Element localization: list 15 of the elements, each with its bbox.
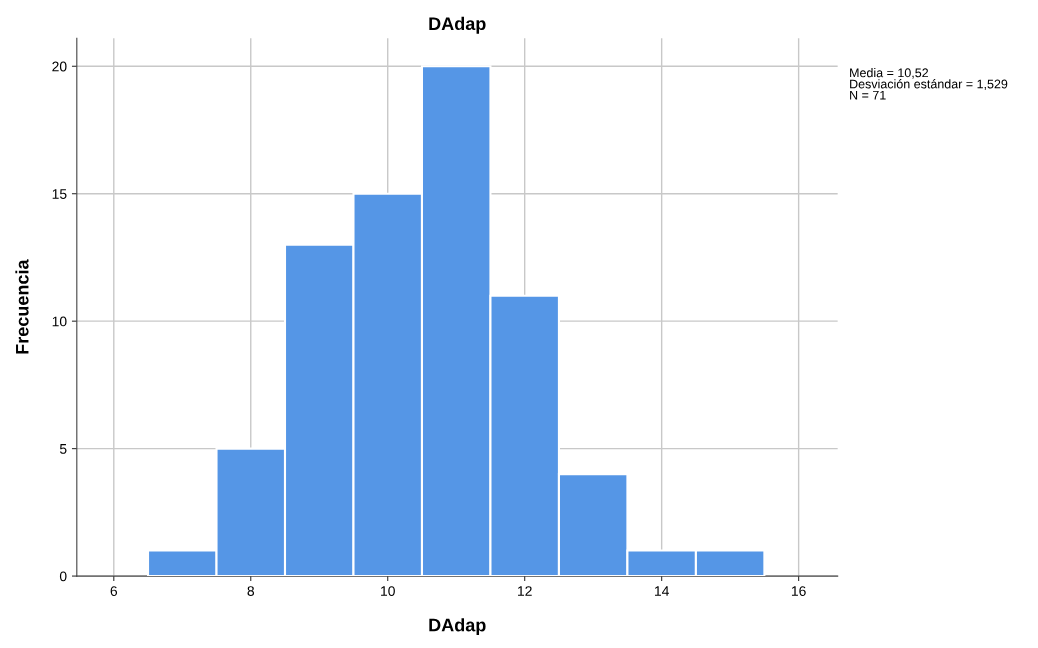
y-tick-label: 5: [59, 444, 67, 454]
y-tick-label: 10: [52, 316, 67, 327]
y-axis-title: Frecuencia: [15, 259, 29, 354]
y-tick-label: 15: [52, 189, 67, 199]
chart-title: DAdap: [429, 16, 486, 34]
x-axis-title: DAdap: [429, 618, 486, 636]
text: Media = 10,52 Desviación estándar = 1,529 N = 71: [850, 68, 1008, 100]
x-tick-label: 10: [381, 586, 395, 596]
y-tick-label: 0: [59, 571, 67, 582]
x-tick-label: 16: [791, 586, 806, 596]
y-tick-label: 20: [52, 61, 67, 72]
x-tick-label: 14: [655, 586, 669, 596]
x-tick-label: 12: [518, 586, 532, 596]
x-tick-label: 6: [110, 586, 118, 596]
x-tick-label: 8: [247, 586, 255, 596]
